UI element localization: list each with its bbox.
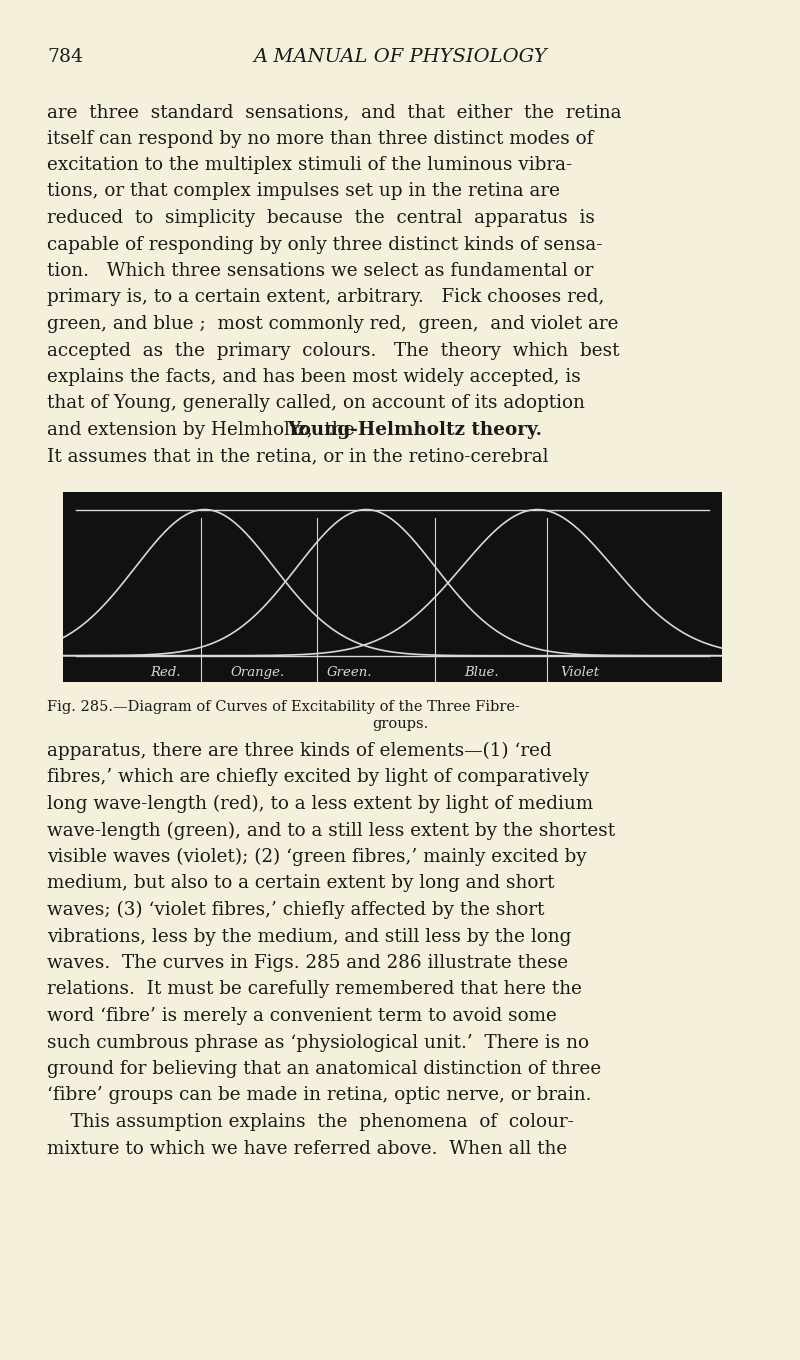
Text: excitation to the multiplex stimuli of the luminous vibra-: excitation to the multiplex stimuli of t… [47, 156, 572, 174]
Text: wave-length (green), and to a still less extent by the shortest: wave-length (green), and to a still less… [47, 821, 615, 839]
Text: groups.: groups. [372, 717, 428, 732]
Text: Violet: Violet [561, 666, 600, 679]
Text: such cumbrous phrase as ‘physiological unit.’  There is no: such cumbrous phrase as ‘physiological u… [47, 1034, 589, 1051]
Text: visible waves (violet); (2) ‘green fibres,’ mainly excited by: visible waves (violet); (2) ‘green fibre… [47, 849, 586, 866]
Text: ‘fibre’ groups can be made in retina, optic nerve, or brain.: ‘fibre’ groups can be made in retina, op… [47, 1087, 591, 1104]
Text: It assumes that in the retina, or in the retino-cerebral: It assumes that in the retina, or in the… [47, 447, 549, 465]
Text: word ‘fibre’ is merely a convenient term to avoid some: word ‘fibre’ is merely a convenient term… [47, 1006, 557, 1025]
Text: This assumption explains  the  phenomena  of  colour-: This assumption explains the phenomena o… [47, 1112, 574, 1132]
Text: reduced  to  simplicity  because  the  central  apparatus  is: reduced to simplicity because the centra… [47, 209, 595, 227]
Text: Fig. 285.—Diagram of Curves of Excitability of the Three Fibre-: Fig. 285.—Diagram of Curves of Excitabil… [47, 700, 520, 714]
Text: primary is, to a certain extent, arbitrary.   Fick chooses red,: primary is, to a certain extent, arbitra… [47, 288, 604, 306]
Text: tion.   Which three sensations we select as fundamental or: tion. Which three sensations we select a… [47, 262, 594, 280]
Text: Blue.: Blue. [464, 666, 498, 679]
Text: A MANUAL OF PHYSIOLOGY: A MANUAL OF PHYSIOLOGY [253, 48, 547, 67]
Text: medium, but also to a certain extent by long and short: medium, but also to a certain extent by … [47, 874, 554, 892]
Text: mixture to which we have referred above.  When all the: mixture to which we have referred above.… [47, 1140, 567, 1157]
Text: accepted  as  the  primary  colours.   The  theory  which  best: accepted as the primary colours. The the… [47, 341, 619, 359]
Text: and extension by Helmholtz,  the: and extension by Helmholtz, the [47, 422, 366, 439]
Text: are  three  standard  sensations,  and  that  either  the  retina: are three standard sensations, and that … [47, 103, 622, 121]
Text: ground for believing that an anatomical distinction of three: ground for believing that an anatomical … [47, 1059, 602, 1078]
Text: Young-Helmholtz theory.: Young-Helmholtz theory. [286, 422, 542, 439]
Text: 784: 784 [47, 48, 83, 67]
Text: apparatus, there are three kinds of elements—(1) ‘red: apparatus, there are three kinds of elem… [47, 743, 552, 760]
Text: tions, or that complex impulses set up in the retina are: tions, or that complex impulses set up i… [47, 182, 560, 200]
Text: itself can respond by no more than three distinct modes of: itself can respond by no more than three… [47, 129, 594, 147]
Text: relations.  It must be carefully remembered that here the: relations. It must be carefully remember… [47, 981, 582, 998]
Text: vibrations, less by the medium, and still less by the long: vibrations, less by the medium, and stil… [47, 928, 571, 945]
Text: waves; (3) ‘violet fibres,’ chiefly affected by the short: waves; (3) ‘violet fibres,’ chiefly affe… [47, 900, 544, 919]
Text: fibres,’ which are chiefly excited by light of comparatively: fibres,’ which are chiefly excited by li… [47, 768, 589, 786]
Text: Red.: Red. [150, 666, 181, 679]
Text: waves.  The curves in Figs. 285 and 286 illustrate these: waves. The curves in Figs. 285 and 286 i… [47, 953, 568, 972]
Bar [63, 492, 722, 681]
Text: that of Young, generally called, on account of its adoption: that of Young, generally called, on acco… [47, 394, 585, 412]
Text: Orange.: Orange. [230, 666, 285, 679]
Text: green, and blue ;  most commonly red,  green,  and violet are: green, and blue ; most commonly red, gre… [47, 316, 618, 333]
Text: capable of responding by only three distinct kinds of sensa-: capable of responding by only three dist… [47, 235, 602, 253]
Text: explains the facts, and has been most widely accepted, is: explains the facts, and has been most wi… [47, 369, 581, 386]
Text: Green.: Green. [327, 666, 373, 679]
Text: long wave-length (red), to a less extent by light of medium: long wave-length (red), to a less extent… [47, 796, 593, 813]
